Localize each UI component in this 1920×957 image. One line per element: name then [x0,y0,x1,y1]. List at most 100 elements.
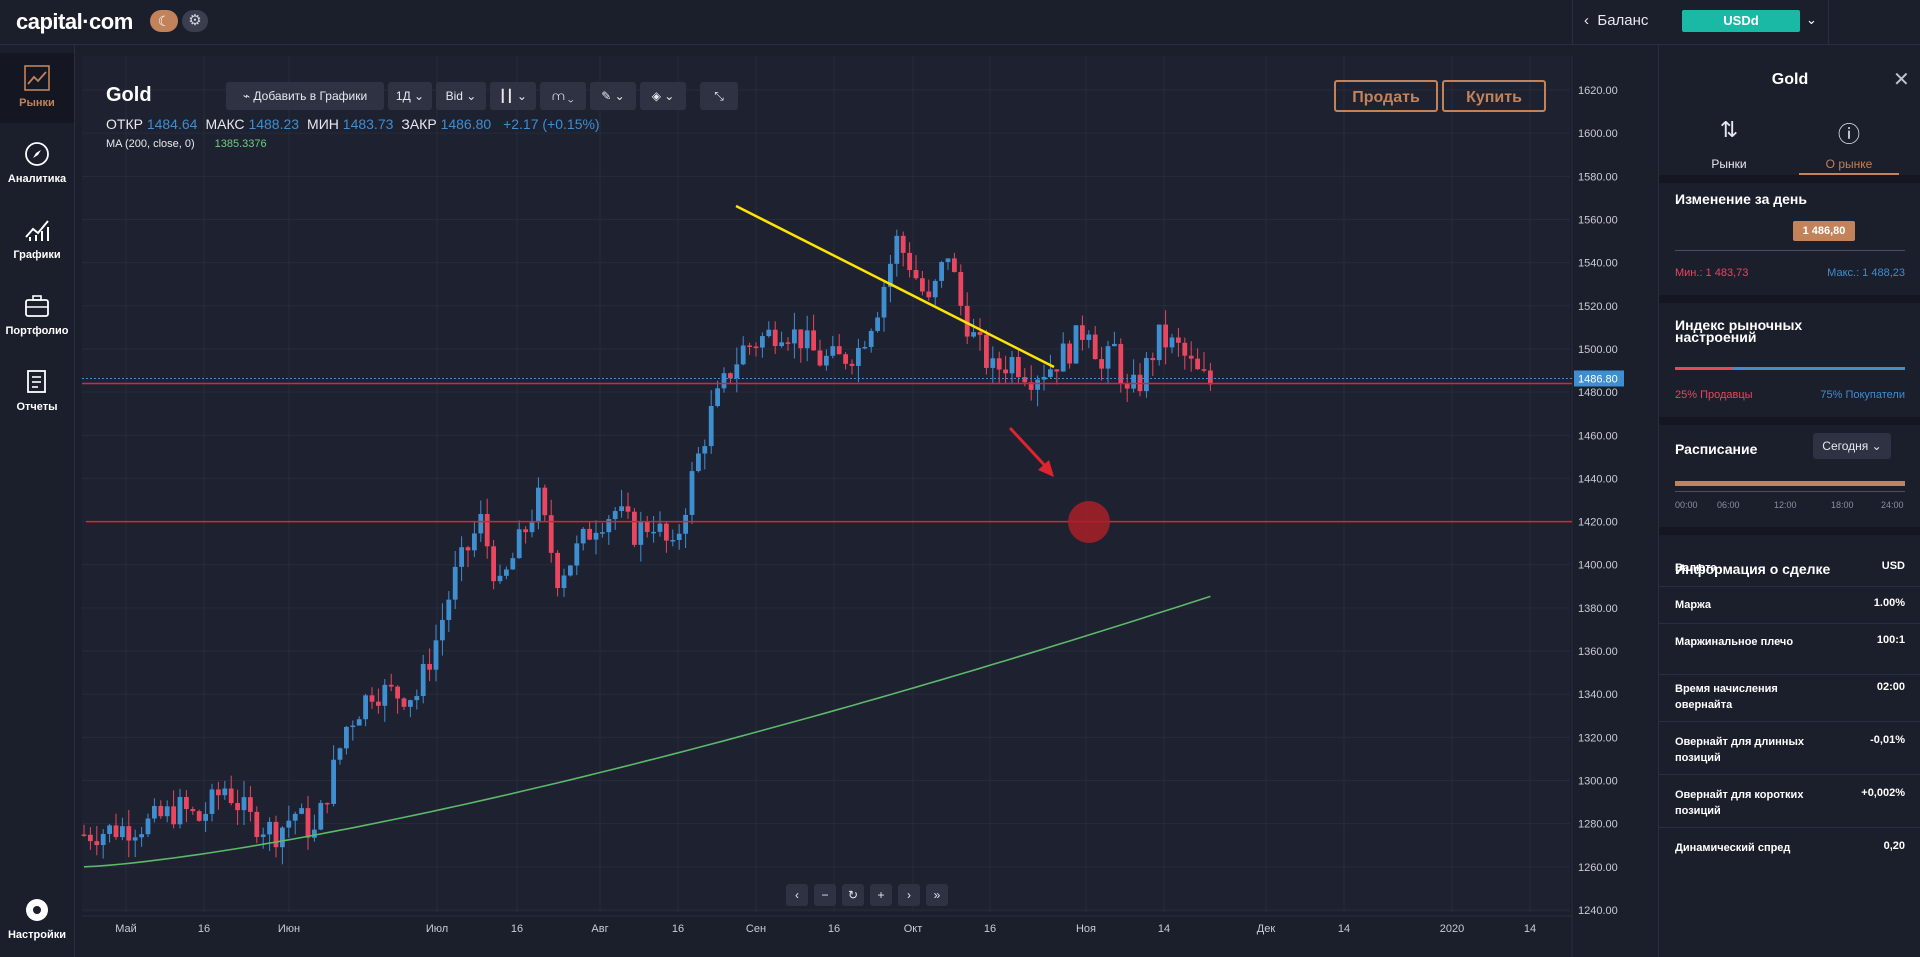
sidebar-item-label: Графики [13,249,61,261]
schedule-tick: 00:00 [1675,500,1698,510]
tab-about-market[interactable]: ⓘ О рынке [1799,117,1899,175]
candle [318,802,324,830]
scroll-left-button[interactable]: ‹ [786,884,808,906]
sentiment-bar [1675,367,1905,370]
sell-button[interactable]: Продать [1334,80,1438,112]
divider [1659,623,1920,624]
deal-info-key: Маржинальное плечо [1675,636,1794,648]
candle [619,506,624,512]
candle [216,789,221,796]
deal-info-title: Информация о сделке [1675,561,1831,577]
sidebar-item-portfolio[interactable]: Портфолио [0,281,74,351]
x-tick-label: Авг [591,923,608,935]
drawing-tools-select[interactable]: ✎ ⌄ [590,82,636,110]
close-icon[interactable]: ✕ [1893,69,1910,91]
sidebar-item-settings[interactable]: Настройки [0,885,74,955]
layers-select[interactable]: ◈ ⌄ [640,82,686,110]
zoom-out-button[interactable]: − [814,884,836,906]
sidebar: Рынки Аналитика Графики Портфолио Отчеты… [0,45,75,957]
gear-icon[interactable]: ⚙ [182,10,208,32]
candle [536,487,541,523]
candle [414,696,420,701]
candle [1054,369,1060,372]
divider [1828,0,1829,44]
indicators-select[interactable]: ⩋ ⌄ [540,82,586,110]
schedule-bar [1675,481,1905,486]
candle [120,826,125,838]
balance-toggle[interactable]: ‹ Баланс [1584,12,1648,29]
candle [516,529,522,559]
sidebar-item-label: Портфолио [5,325,69,337]
candle [427,663,432,670]
candle [523,529,528,533]
candle [376,701,381,706]
candle [241,797,247,811]
scroll-end-button[interactable]: » [926,884,948,906]
schedule-title: Расписание [1675,441,1758,457]
candle [1016,357,1021,378]
add-to-charts-button[interactable]: ⌁ Добавить в Графики [226,82,384,110]
open-label: ОТКР [106,116,143,132]
candle [248,797,253,812]
sidebar-item-analytics[interactable]: Аналитика [0,129,74,199]
target-marker [1068,501,1110,543]
divider [1659,586,1920,587]
sidebar-item-reports[interactable]: Отчеты [0,357,74,427]
candles-icon: ┃┃ [499,89,514,103]
reset-button[interactable]: ↻ [842,884,864,906]
candle [1022,377,1028,383]
chevron-down-icon[interactable]: ⌄ [1806,12,1817,27]
sidebar-item-label: Рынки [19,97,55,109]
candle [1169,337,1175,348]
y-tick-label: 1240.00 [1578,905,1618,917]
arrow-head-icon [1038,460,1054,477]
tab-markets[interactable]: ⇅ Рынки [1679,117,1779,171]
logo[interactable]: capital·com [16,9,133,34]
chart-icon [24,65,50,91]
sidebar-item-charts[interactable]: Графики [0,205,74,275]
schedule-day-select[interactable]: Сегодня ⌄ [1813,433,1891,459]
candle [900,235,906,253]
candle [504,569,509,576]
candle [913,270,919,279]
add-to-charts-label: Добавить в Графики [253,89,368,103]
zoom-in-button[interactable]: + [870,884,892,906]
candle [222,788,228,796]
account-button[interactable]: USDd [1682,10,1800,32]
deal-info-key: Валюта [1675,562,1717,574]
candle [472,533,477,551]
y-tick-label: 1440.00 [1578,473,1618,485]
y-tick-label: 1300.00 [1578,776,1618,788]
candle [958,272,964,306]
candle [753,346,759,348]
candle [440,619,445,641]
x-tick-label: 16 [984,923,996,935]
candle [203,813,208,821]
buy-button[interactable]: Купить [1442,80,1546,112]
candle [1073,325,1079,364]
deal-info-key: Динамический спред [1675,842,1791,854]
fullscreen-button[interactable]: ⤡ [700,82,738,110]
scroll-right-button[interactable]: › [898,884,920,906]
sort-arrows-icon: ⇅ [1719,117,1739,142]
divider [1659,674,1920,675]
moon-icon[interactable]: ☾ [150,10,178,32]
divider [1659,774,1920,775]
candle [830,346,836,356]
candle [344,726,349,749]
candle [952,258,957,273]
candle [651,531,656,534]
candle [715,388,720,407]
close-value: 1486.80 [440,116,492,132]
candle [817,350,823,366]
candle [228,788,234,804]
ohlc-readout: ОТКР 1484.64 МАКС 1488.23 МИН 1483.73 ЗАКР … [106,116,608,132]
candle [593,532,599,540]
sidebar-item-markets[interactable]: Рынки [0,53,74,123]
balance-label: Баланс [1597,12,1649,29]
price-type-select[interactable]: Bid ⌄ [436,82,486,110]
candle-type-select[interactable]: ┃┃ ⌄ [490,82,536,110]
candle [510,558,516,570]
timeframe-select[interactable]: 1Д ⌄ [388,82,432,110]
